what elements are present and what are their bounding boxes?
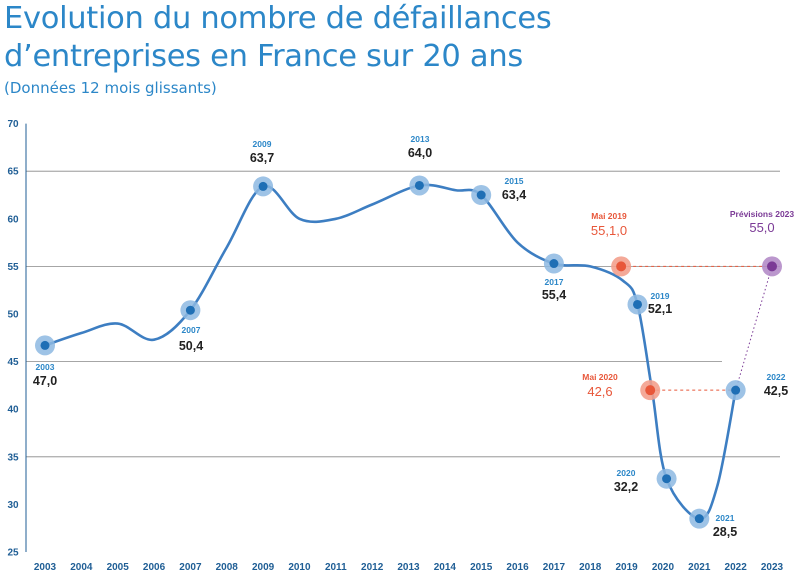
x-tick-label: 2015 [470,562,493,573]
data-label-year: 2022 [767,372,786,382]
chart-title: Evolution du nombre de défaillances d’en… [4,0,552,76]
prevision-dotted-line [735,266,773,391]
data-point [549,259,559,269]
y-tick-label: 35 [7,452,19,463]
x-tick-label: 2018 [579,562,602,573]
x-tick-label: 2012 [361,562,384,573]
prevision-2023-label: Prévisions 2023 [730,209,795,219]
data-point [694,514,704,524]
data-point [185,305,195,315]
data-label-value: 52,1 [648,302,672,316]
data-point [414,180,424,190]
x-tick-label: 2019 [615,562,638,573]
data-label-year: 2013 [411,134,430,144]
y-tick-label: 50 [7,310,19,321]
data-label-year: 2019 [651,291,670,301]
x-tick-label: 2003 [34,562,57,573]
mai-2019-label: Mai 2019 [591,211,627,221]
x-tick-label: 2020 [652,562,675,573]
data-label-value: 63,4 [502,188,526,202]
y-tick-label: 40 [7,405,19,416]
mai-2020-value: 42,6 [587,384,612,399]
y-tick-label: 55 [7,262,19,273]
data-point [258,181,268,191]
data-label-value: 28,5 [713,525,737,539]
chart-subtitle: (Données 12 mois glissants) [4,79,217,97]
data-point [40,340,50,350]
data-points-layer [35,175,782,529]
y-tick-label: 70 [7,119,19,130]
data-label-value: 42,5 [764,384,788,398]
x-tick-label: 2023 [761,562,784,573]
x-tick-label: 2011 [325,562,347,573]
x-tick-label: 2021 [688,562,711,573]
data-label-year: 2015 [505,176,524,186]
prevision-2023-point [767,261,777,272]
y-tick-label: 30 [7,500,19,511]
prevision-2023-value: 55,0 [749,220,774,235]
data-point [633,299,643,309]
y-tick-label: 65 [7,167,19,178]
data-label-value: 47,0 [33,374,57,388]
data-label-year: 2009 [253,139,272,149]
data-label-year: 2003 [36,362,55,372]
title-line-2: d’entreprises en France sur 20 ans [4,39,523,74]
mai-2020-label: Mai 2020 [582,372,618,382]
x-tick-label: 2010 [288,562,311,573]
x-tick-label: 2013 [397,562,420,573]
data-label-year: 2021 [716,513,735,523]
grid-layer [26,170,780,458]
x-tick-label: 2009 [252,562,275,573]
x-tick-label: 2005 [107,562,130,573]
x-tick-label: 2022 [725,562,748,573]
data-point [731,385,741,395]
x-tick-label: 2017 [543,562,566,573]
mai-2020-point [645,385,656,396]
y-tick-label: 60 [7,214,19,225]
x-tick-label: 2008 [216,562,239,573]
data-label-value: 63,7 [250,151,274,165]
y-tick-label: 25 [7,548,19,559]
data-label-year: 2007 [182,325,201,335]
title-line-1: Evolution du nombre de défaillances [4,1,552,36]
data-label-value: 32,2 [614,480,638,494]
axis-layer: 25 30 35 40 45 50 55 60 65 70 2003 2004 2005 2006 2007… [7,119,783,573]
y-tick-label: 45 [7,357,19,368]
data-labels-layer: 2003 47,0 2007 50,4 2009 63,7 2013 64,0 2015 63,4… [33,134,795,539]
data-label-value: 55,4 [542,288,566,302]
mai-2019-value: 55,1,0 [591,223,627,238]
x-tick-label: 2007 [179,562,202,573]
data-point [662,474,672,484]
data-label-value: 64,0 [408,146,432,160]
data-label-year: 2020 [617,468,636,478]
data-label-value: 50,4 [179,339,203,353]
x-tick-label: 2004 [70,562,93,573]
mai-2019-point [616,261,627,272]
data-point [476,190,486,200]
reference-lines [621,265,773,391]
x-tick-label: 2014 [434,562,457,573]
x-tick-label: 2016 [506,562,529,573]
x-tick-label: 2006 [143,562,166,573]
data-label-year: 2017 [545,277,564,287]
